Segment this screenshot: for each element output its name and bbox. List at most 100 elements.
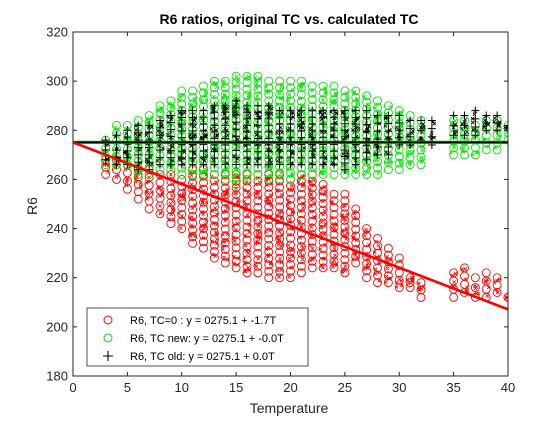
data-point-circle: [416, 152, 426, 162]
data-point-plus: [308, 106, 317, 115]
data-point-plus: [482, 118, 491, 127]
data-point-circle: [449, 268, 459, 278]
x-tick-label: 15: [229, 380, 243, 395]
raw-point-cross: [125, 177, 129, 181]
data-point-circle: [209, 182, 219, 192]
data-point-circle: [373, 96, 382, 106]
data-point-circle: [286, 214, 295, 224]
raw-point-cross: [309, 225, 314, 229]
data-point-circle: [264, 228, 274, 238]
data-point-circle: [188, 232, 198, 242]
data-point-circle: [351, 217, 361, 227]
data-point-plus: [199, 153, 208, 162]
raw-point-cross: [340, 111, 345, 115]
data-point-circle: [242, 235, 252, 245]
data-point-circle: [242, 174, 252, 184]
data-point-circle: [264, 174, 274, 184]
data-point-plus: [417, 116, 425, 125]
data-point-plus: [134, 128, 143, 137]
data-point-plus: [351, 153, 360, 162]
data-point-circle: [275, 76, 285, 86]
raw-point-cross: [242, 125, 247, 130]
raw-point-cross: [215, 134, 219, 138]
data-point-plus: [319, 113, 328, 122]
raw-point-cross: [257, 231, 262, 236]
data-point-circle: [242, 255, 252, 265]
raw-point-cross: [225, 133, 230, 138]
data-point-circle: [220, 168, 230, 178]
raw-point-cross: [200, 200, 205, 205]
raw-point-cross: [233, 93, 238, 98]
data-point-circle: [253, 268, 263, 278]
data-point-plus: [199, 160, 208, 169]
data-point-circle: [296, 189, 306, 199]
data-point-circle: [177, 196, 187, 205]
data-point-circle: [296, 235, 306, 245]
x-tick-label: 35: [446, 380, 460, 395]
data-point-circle: [351, 86, 361, 96]
data-point-plus: [286, 126, 295, 135]
raw-point-cross: [296, 124, 301, 128]
data-point-plus: [351, 113, 360, 122]
data-point-plus: [188, 126, 197, 135]
raw-point-cross: [301, 120, 305, 125]
raw-point-cross: [355, 101, 359, 106]
y-tick-label: 240: [46, 221, 68, 236]
data-point-circle: [231, 84, 241, 94]
data-point-circle: [253, 222, 263, 232]
raw-point-cross: [302, 146, 306, 150]
data-point-circle: [220, 224, 230, 234]
data-point-circle: [340, 255, 350, 265]
raw-point-cross: [322, 208, 327, 213]
raw-point-cross: [388, 160, 393, 165]
data-point-plus: [232, 125, 241, 134]
data-point-circle: [188, 212, 198, 221]
raw-point-cross: [341, 133, 346, 138]
raw-point-cross: [377, 111, 382, 116]
data-point-circle: [318, 179, 328, 189]
raw-point-cross: [188, 132, 192, 137]
data-point-plus: [145, 128, 154, 137]
raw-point-cross: [308, 133, 313, 138]
data-point-circle: [209, 227, 219, 237]
data-point-plus: [395, 133, 404, 142]
data-point-circle: [460, 143, 469, 153]
data-point-plus: [427, 116, 436, 125]
data-point-circle: [209, 170, 219, 179]
data-point-circle: [242, 268, 252, 278]
raw-point-cross: [149, 125, 154, 130]
data-point-plus: [297, 106, 306, 115]
data-point-circle: [362, 259, 372, 269]
data-point-circle: [286, 207, 295, 217]
data-point-circle: [177, 86, 187, 96]
data-point-circle: [351, 224, 361, 234]
data-point-plus: [188, 147, 197, 156]
data-point-circle: [253, 248, 263, 258]
data-point-plus: [275, 160, 284, 169]
data-point-plus: [362, 155, 371, 164]
plot-data: [101, 71, 508, 302]
raw-point-cross: [310, 246, 315, 251]
data-point-circle: [275, 247, 285, 257]
data-point-circle: [253, 255, 263, 265]
data-point-circle: [253, 71, 263, 81]
data-point-circle: [264, 89, 274, 99]
data-point-circle: [253, 261, 263, 271]
data-point-circle: [231, 223, 241, 233]
raw-point-cross: [321, 98, 325, 102]
data-point-circle: [492, 288, 502, 297]
raw-point-cross: [203, 226, 207, 231]
data-point-plus: [232, 146, 241, 155]
data-point-circle: [394, 275, 404, 285]
raw-point-cross: [280, 232, 284, 237]
data-point-circle: [231, 243, 241, 253]
data-point-plus: [275, 126, 284, 135]
raw-point-cross: [299, 84, 304, 89]
y-tick-label: 180: [46, 369, 68, 384]
raw-point-cross: [275, 158, 280, 163]
data-point-circle: [307, 176, 317, 186]
legend: R6, TC=0 : y = 0275.1 + -1.7T R6, TC new:…: [86, 307, 309, 367]
data-point-circle: [296, 83, 306, 93]
data-point-circle: [209, 208, 219, 218]
